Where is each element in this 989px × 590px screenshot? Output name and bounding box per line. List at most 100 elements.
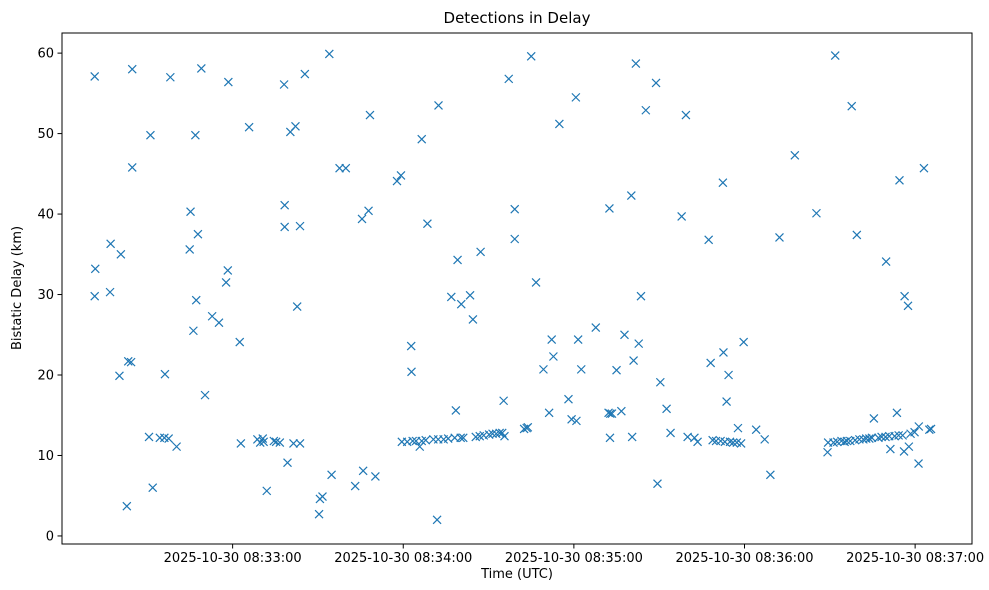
data-point [706,358,716,368]
data-point [327,470,337,480]
data-point [655,377,665,387]
x-tick-label: 2025-10-30 08:35:00 [505,551,643,566]
data-point [604,408,613,418]
data-point [115,371,124,381]
data-point [526,51,536,61]
data-point [453,255,462,265]
data-point [898,430,908,440]
data-point [864,434,874,444]
data-point [160,369,170,379]
data-point [708,435,718,445]
data-point [539,364,548,374]
data-point [324,49,334,59]
data-point [564,394,573,404]
data-point [653,479,662,489]
data-point [765,470,775,480]
data-point [641,105,651,115]
data-point [877,432,886,442]
data-point [127,162,137,172]
data-point [919,163,929,173]
data-point [200,390,210,400]
data-point [847,101,857,111]
data-point [280,200,290,210]
data-point [548,352,558,361]
data-point [724,370,733,380]
data-point [704,235,714,245]
data-point [456,299,466,309]
data-point [499,396,509,406]
data-point [677,212,687,221]
data-point [186,207,195,217]
data-point [510,204,520,214]
data-point [127,64,137,74]
data-point [554,119,564,129]
data-point [790,150,800,160]
data-point [191,295,201,305]
data-point [314,509,324,519]
data-point [666,428,675,438]
y-tick-label: 40 [37,208,54,223]
chart-title: Detections in Delay [444,9,591,27]
data-point [662,404,672,414]
data-point [90,264,100,274]
data-point [629,356,639,365]
data-point [739,337,749,347]
data-point [275,438,285,448]
data-point [244,122,254,132]
data-point [279,80,289,89]
data-point [122,501,132,511]
data-point [495,428,505,438]
data-point [146,130,155,140]
data-point [357,214,367,224]
data-point [335,163,344,173]
data-point [106,239,116,249]
data-point [105,287,115,297]
data-point [510,234,520,244]
y-tick-label: 30 [37,288,54,303]
data-point [407,367,416,377]
data-point [869,414,879,423]
data-point [148,483,158,493]
data-point [627,432,637,442]
data-point [408,436,418,446]
data-point [690,433,699,443]
data-point [852,230,862,240]
data-point [421,435,431,445]
data-point [422,219,432,229]
data-point [775,232,784,242]
data-point [223,265,233,275]
data-point [295,438,305,448]
y-axis: 0 10 20 30 40 50 60 [37,47,62,544]
data-point [914,422,924,431]
data-point [634,339,644,349]
data-point [812,208,821,218]
data-point [693,437,703,447]
y-tick-label: 0 [46,529,54,544]
data-point [904,442,914,452]
data-point [283,458,292,468]
data-point [636,291,646,301]
data-point [718,178,728,188]
data-point [823,447,832,457]
data-point [620,330,629,340]
data-point [885,444,895,454]
data-point [262,486,272,496]
data-point [728,438,738,448]
x-tick-label: 2025-10-30 08:34:00 [334,551,472,566]
data-point [341,163,351,173]
x-tick-label: 2025-10-30 08:33:00 [164,551,302,566]
data-point [484,430,494,439]
data-point [900,291,910,301]
data-point [396,171,406,180]
data-points [90,49,936,525]
data-point [221,278,231,287]
data-point [867,433,877,443]
data-point [280,222,290,232]
data-point [318,492,327,501]
data-point [476,247,486,257]
data-point [165,72,175,82]
data-point [504,74,514,84]
data-point [144,432,154,442]
data-point [123,356,133,366]
